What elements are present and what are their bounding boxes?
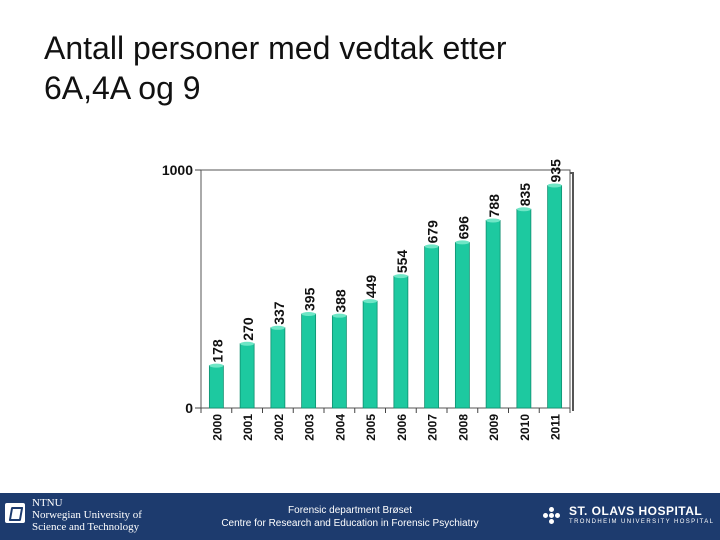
x-tick-label: 2001	[241, 414, 255, 441]
ntnu-line-1: NTNU	[32, 497, 63, 509]
bar-cap	[486, 218, 501, 223]
data-label: 935	[548, 159, 564, 183]
x-tick-label: 2000	[210, 414, 224, 441]
data-label: 554	[394, 250, 410, 274]
bar	[239, 343, 255, 409]
plot-frame	[200, 169, 571, 409]
x-tick-label: 2011	[549, 414, 563, 440]
bar	[393, 275, 409, 409]
x-tick-label: 2003	[303, 414, 317, 441]
department-text: Forensic department Brøset Centre for Re…	[200, 504, 500, 530]
bar-cap	[547, 183, 562, 188]
bar	[516, 208, 532, 409]
x-tick-label: 2004	[333, 414, 347, 441]
ntnu-line-3: Science and Technology	[32, 521, 140, 533]
y-tick-label: 1000	[162, 162, 193, 178]
department-line-1: Forensic department Brøset	[288, 505, 412, 516]
bar-cap	[363, 299, 378, 304]
bar	[301, 313, 317, 409]
bar-cap	[424, 244, 439, 249]
bar	[270, 327, 286, 409]
hospital-subtitle: TRONDHEIM UNIVERSITY HOSPITAL	[569, 519, 715, 525]
st-olavs-logo-icon	[543, 507, 565, 525]
bar	[547, 185, 563, 409]
bar-cap	[393, 274, 408, 279]
bar	[331, 315, 347, 409]
y-tick-label: 0	[185, 400, 193, 416]
x-tick-label: 2010	[518, 414, 532, 441]
slide-title-line-1: Antall personer med vedtak etter	[44, 30, 507, 66]
bar-cap	[332, 313, 347, 318]
bar	[208, 365, 224, 409]
data-label: 679	[425, 220, 441, 244]
bar	[424, 245, 440, 409]
data-label: 388	[332, 289, 348, 313]
bar-cap	[240, 341, 255, 346]
bar-cap	[455, 240, 470, 245]
data-label: 337	[271, 301, 287, 325]
data-label: 788	[486, 194, 502, 218]
data-label: 395	[302, 287, 318, 311]
ntnu-line-2: Norwegian University of	[32, 509, 142, 521]
bar-cap	[516, 207, 531, 212]
data-label: 270	[240, 317, 256, 341]
x-tick-label: 2007	[426, 414, 440, 441]
hospital-name: ST. OLAVS HOSPITAL	[569, 504, 703, 518]
bar-cap	[301, 311, 316, 316]
bar	[485, 220, 501, 409]
x-tick-label: 2002	[272, 414, 286, 441]
data-label: 696	[455, 216, 471, 240]
ntnu-logo-icon	[5, 503, 25, 523]
x-tick-label: 2005	[364, 414, 378, 441]
x-tick-label: 2008	[456, 414, 470, 441]
bar-cap	[270, 325, 285, 330]
data-label: 835	[517, 183, 533, 207]
x-tick-label: 2009	[487, 414, 501, 441]
slide-title-line-2: 6A,4A og 9	[44, 70, 201, 106]
data-label: 178	[209, 339, 225, 363]
department-line-2: Centre for Research and Education in For…	[221, 518, 479, 529]
bar	[362, 300, 378, 409]
x-tick-label: 2006	[395, 414, 409, 441]
bar	[454, 241, 470, 409]
bar-cap	[209, 363, 224, 368]
data-label: 449	[363, 275, 379, 299]
footer-bar: NTNU Norwegian University of Science and…	[0, 493, 720, 540]
ntnu-text: NTNU Norwegian University of Science and…	[32, 497, 162, 533]
slide-title: Antall personer med vedtak etter 6A,4A o…	[44, 28, 664, 108]
bar-chart: 0 1000 178 2000 270 2001 337 2002 395 2003 388 2004…	[162, 159, 574, 441]
